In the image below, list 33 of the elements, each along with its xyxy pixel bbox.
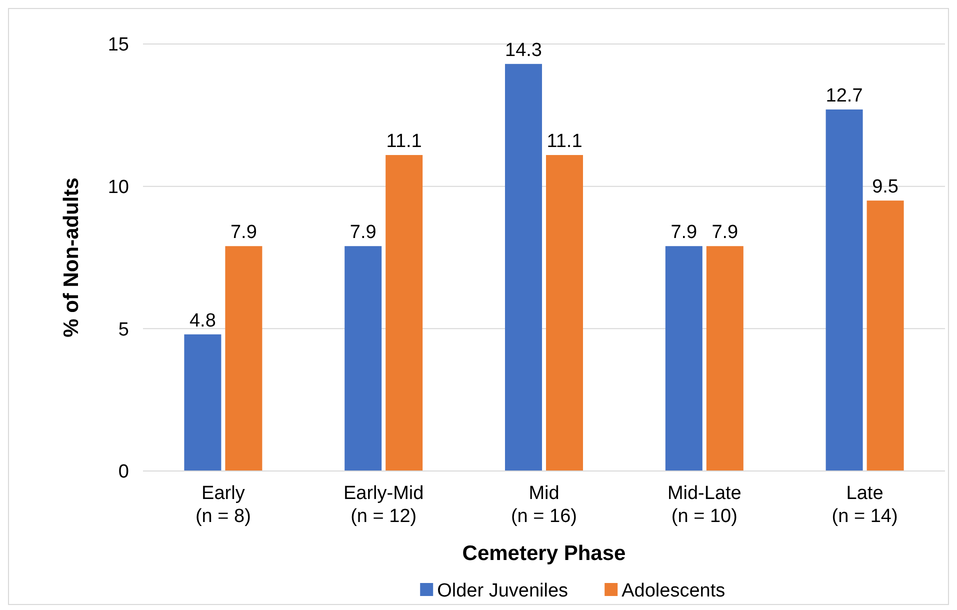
bar — [546, 155, 583, 471]
x-tick-label: Mid (n = 16) — [510, 483, 578, 527]
legend-label: Adolescents — [622, 580, 726, 602]
bar — [386, 155, 423, 471]
bar — [706, 246, 744, 471]
y-tick-label: 10 — [108, 176, 129, 198]
data-label: 7.9 — [230, 222, 257, 244]
bar — [665, 246, 702, 471]
data-label: 9.5 — [872, 176, 899, 198]
data-label: 12.7 — [826, 85, 863, 106]
data-label: 4.8 — [189, 310, 216, 332]
y-tick-label: 5 — [118, 319, 129, 340]
x-axis-title: Cemetery Phase — [462, 542, 626, 565]
bar — [184, 334, 222, 471]
bar — [826, 109, 863, 471]
y-tick-label: 15 — [108, 34, 129, 56]
x-tick-label: Late (n = 14) — [832, 483, 898, 527]
bar — [344, 246, 382, 471]
y-axis-title: % of Non-adults — [60, 178, 83, 338]
legend-label: Older Juveniles — [437, 580, 568, 602]
data-label: 7.9 — [670, 222, 698, 244]
data-label: 11.1 — [546, 131, 582, 152]
data-label: 14.3 — [505, 40, 542, 61]
x-tick-label: Early (n = 8) — [195, 483, 251, 527]
bar — [866, 200, 904, 471]
bar — [505, 64, 542, 471]
x-tick-label: Mid-Late (n = 10) — [667, 483, 742, 527]
bar — [225, 246, 262, 471]
data-label: 7.9 — [712, 222, 738, 244]
x-tick-label: Early-Mid (n = 12) — [343, 483, 424, 527]
data-label: 11.1 — [386, 131, 422, 152]
y-tick-label: 0 — [118, 462, 129, 483]
data-label: 7.9 — [350, 222, 376, 244]
